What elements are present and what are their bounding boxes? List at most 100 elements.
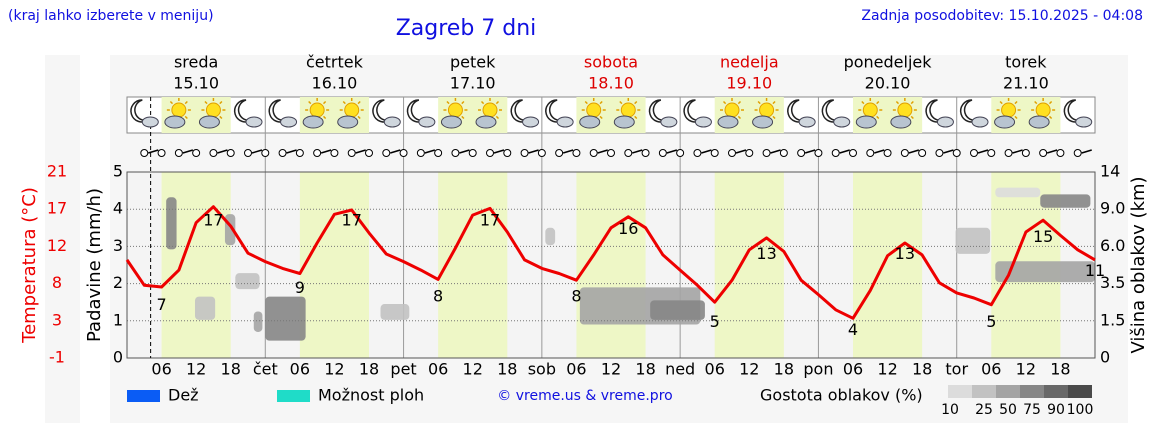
cloud <box>418 116 436 128</box>
temperature-label: 5 <box>986 312 996 331</box>
temperature-label: 11 <box>1085 261 1105 280</box>
x-tick-label: 06 <box>843 360 863 379</box>
density-swatch <box>1044 385 1068 398</box>
cloud <box>752 115 774 129</box>
x-tick-label: 12 <box>1016 360 1036 379</box>
cloud <box>613 115 635 129</box>
sun-ray <box>169 100 174 105</box>
weather-icon <box>890 98 917 129</box>
wind-barb <box>459 149 470 154</box>
wind-barb <box>148 149 159 154</box>
wind-symbol <box>157 149 166 157</box>
y2-axis-title: Višina oblakov (km) <box>1128 176 1149 353</box>
x-tick-label: 06 <box>981 360 1001 379</box>
sun-ray <box>772 100 776 105</box>
sun-ray <box>634 100 638 105</box>
wind-symbol <box>710 149 719 157</box>
wind-symbol <box>174 149 183 157</box>
y-tick-label: 4 <box>113 199 123 218</box>
temperature-label: 15 <box>1033 227 1053 246</box>
wind-symbol <box>1004 149 1013 157</box>
cloud <box>1075 116 1093 128</box>
wind-symbol <box>624 149 633 157</box>
wind-barb <box>1046 149 1058 154</box>
sun-ray <box>480 100 485 105</box>
wind-barb <box>320 149 332 154</box>
sun-ray <box>584 100 588 105</box>
cloud-patch <box>1040 194 1091 208</box>
weather-icon <box>613 98 641 129</box>
updated: Zadnja posodobitev: 15.10.2025 - 04:08 <box>861 8 1143 24</box>
weather-icon <box>268 99 298 128</box>
day-name: sreda <box>174 53 218 72</box>
y2-tick-label: 3.5 <box>1100 273 1125 292</box>
cloud-patch <box>545 227 556 246</box>
x-tick-label: 18 <box>497 360 517 379</box>
day-date: 19.10 <box>726 74 772 93</box>
wind-barb <box>528 149 539 154</box>
weather-icon <box>372 99 401 128</box>
density-swatch <box>972 385 996 398</box>
wind-symbol <box>226 149 235 157</box>
sun-ray <box>1048 115 1053 120</box>
weather-icon <box>717 98 744 129</box>
day-name: petek <box>450 53 496 72</box>
density-swatch <box>948 385 972 398</box>
day-name: sobota <box>584 53 638 72</box>
cloud <box>337 115 359 129</box>
weather-icon <box>406 99 436 128</box>
wind-barb <box>839 149 850 154</box>
wind-symbol <box>745 149 754 157</box>
temperature-tick-label: 21 <box>47 162 67 181</box>
x-tick-label: sob <box>528 360 556 379</box>
y2-tick-label: 0 <box>1100 348 1110 367</box>
sun-ray <box>1014 100 1018 105</box>
wind-barb <box>286 149 297 154</box>
cloud <box>717 115 739 129</box>
sun <box>724 102 740 118</box>
sun-ray <box>876 100 880 105</box>
wind-barb <box>666 149 678 154</box>
weather-icon <box>164 98 191 129</box>
wind-symbol <box>935 149 944 157</box>
wind-barb <box>597 149 608 154</box>
temperature-tick-label: 8 <box>52 273 62 292</box>
wind-symbol <box>572 149 581 157</box>
wind-symbol <box>399 149 408 157</box>
temperature-label: 16 <box>618 219 638 238</box>
day-date: 21.10 <box>1003 74 1049 93</box>
wind-barb <box>735 149 747 154</box>
wind-symbol <box>347 149 356 157</box>
temperature-label: 4 <box>848 320 858 339</box>
wind-symbol <box>486 149 494 157</box>
plot-frame <box>126 171 1096 359</box>
sun <box>897 102 913 118</box>
sun-ray <box>999 100 1003 105</box>
weather-icon <box>787 99 816 128</box>
legend-swatch <box>127 390 160 402</box>
wind-symbol <box>244 149 252 157</box>
left-panel <box>45 55 80 423</box>
wind-symbol <box>866 149 875 157</box>
wind-symbol <box>779 149 788 157</box>
temperature-label: 8 <box>433 286 443 305</box>
wind-symbol <box>278 149 287 157</box>
weather-icon <box>302 98 330 129</box>
sun-ray <box>495 115 500 120</box>
subtitle: (kraj lahko izberete v meniju) <box>8 8 214 24</box>
x-tick-label: 06 <box>290 360 310 379</box>
cloud <box>164 115 186 129</box>
sun-ray <box>599 115 603 120</box>
wind-symbol <box>192 149 201 157</box>
sun-ray <box>357 115 361 120</box>
legend-swatch <box>277 390 310 402</box>
weather-icon <box>1028 98 1056 129</box>
cloud-patch <box>955 227 991 254</box>
sun-ray <box>772 115 776 120</box>
cloud <box>475 115 497 129</box>
wind-symbol <box>641 149 650 157</box>
y-tick-label: 1 <box>113 310 123 329</box>
cloud <box>890 115 912 129</box>
weather-icon <box>925 99 954 128</box>
wind-barb <box>251 149 263 154</box>
